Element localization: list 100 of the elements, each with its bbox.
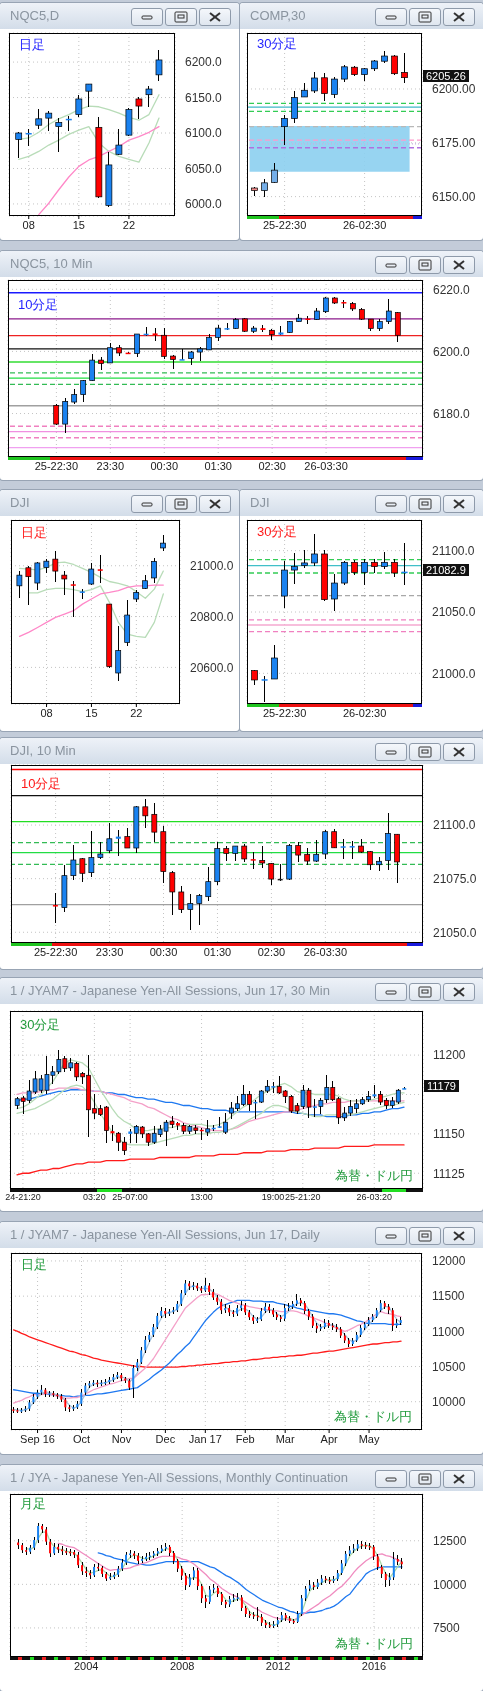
candlestick bbox=[15, 131, 23, 159]
x-tick-label: 08 bbox=[22, 218, 35, 231]
x-tick-label: 2016 bbox=[361, 1659, 387, 1672]
line-series bbox=[18, 117, 160, 163]
candlestick bbox=[187, 893, 194, 931]
x-tick-label: 22 bbox=[122, 218, 136, 231]
candlestick bbox=[295, 841, 302, 863]
x-tick-label: 2012 bbox=[265, 1659, 291, 1672]
candlestick bbox=[34, 561, 41, 591]
candlestick bbox=[52, 550, 59, 583]
candlestick bbox=[391, 54, 398, 76]
candlestick bbox=[16, 570, 23, 599]
annotation: 月足 bbox=[20, 1496, 46, 1512]
candlestick bbox=[281, 114, 288, 146]
candlestick bbox=[75, 94, 83, 118]
x-tick-label: Mar bbox=[275, 1432, 295, 1445]
y-tick-label: 6180.0 bbox=[433, 406, 471, 421]
candlestick bbox=[259, 845, 266, 869]
y-tick-label: 21050.0 bbox=[433, 925, 477, 940]
candlestick bbox=[361, 558, 368, 586]
y-tick-label: 6175.00 bbox=[432, 136, 476, 151]
x-tick-label: Sep 16 bbox=[20, 1432, 55, 1445]
y-tick-label: 6220.0 bbox=[433, 282, 471, 297]
candlestick bbox=[179, 348, 185, 361]
x-tick-label: 01:30 bbox=[203, 945, 232, 958]
candlestick bbox=[169, 870, 176, 916]
annotation: 為替・ドル円 bbox=[334, 1409, 412, 1425]
x-tick-label: 13:00 bbox=[190, 1192, 213, 1203]
x-tick-label: 03:20 bbox=[83, 1192, 106, 1203]
x-tick-label: Dec bbox=[155, 1432, 176, 1445]
y-tick-label: 6200.0 bbox=[185, 55, 223, 70]
y-tick-label: 6200.0 bbox=[433, 344, 471, 359]
x-tick-label: 23:30 bbox=[95, 945, 124, 958]
candlestick bbox=[35, 108, 43, 130]
y-tick-label: 6100.0 bbox=[185, 126, 223, 141]
candlestick bbox=[401, 52, 408, 84]
x-tick-label: Jan 17 bbox=[188, 1432, 222, 1445]
y-tick-label: 11200 bbox=[433, 1048, 466, 1063]
x-tick-label: 00:30 bbox=[149, 945, 178, 958]
y-tick-label: 6150.00 bbox=[432, 189, 476, 204]
candlestick bbox=[142, 798, 149, 829]
candlestick bbox=[55, 117, 63, 153]
candlestick bbox=[124, 827, 131, 849]
x-tick-label: 02:30 bbox=[257, 945, 286, 958]
x-tick-label: 2004 bbox=[74, 1659, 99, 1672]
x-tick-label: 26-03:20 bbox=[356, 1192, 393, 1203]
candlestick bbox=[394, 311, 401, 343]
x-tick-label: 00:30 bbox=[150, 459, 179, 472]
chart-title: 1 / JYA - Japanese Yen-All Sessions, Monthly Continuation bbox=[10, 1470, 348, 1485]
candlestick bbox=[331, 76, 338, 99]
y-tick-label: 11125 bbox=[433, 1166, 465, 1181]
x-tick-label: Apr bbox=[320, 1432, 339, 1445]
x-tick-label: 02:30 bbox=[258, 459, 286, 472]
annotation: 10分足 bbox=[21, 776, 62, 792]
candlestick bbox=[79, 857, 86, 883]
candlestick bbox=[200, 1583, 203, 1604]
candlestick bbox=[107, 342, 113, 364]
candlestick bbox=[80, 379, 87, 403]
annotation: 日足 bbox=[21, 525, 47, 541]
y-tick-label: 7500 bbox=[433, 1621, 461, 1636]
y-tick-label: 21050.0 bbox=[432, 605, 476, 620]
y-tick-label: 12000 bbox=[432, 1254, 466, 1269]
candlestick bbox=[155, 49, 163, 82]
candlestick bbox=[62, 397, 69, 434]
chart-title: DJI bbox=[250, 495, 270, 510]
x-tick-label: 22 bbox=[130, 706, 143, 719]
y-tick-label: 10500 bbox=[432, 1359, 466, 1374]
annotation: 日足 bbox=[21, 1257, 47, 1273]
candlestick bbox=[261, 675, 268, 703]
y-tick-label: 6000.0 bbox=[185, 197, 223, 212]
candlestick bbox=[311, 71, 318, 94]
candlestick bbox=[61, 570, 68, 596]
y-tick-label: 11000 bbox=[432, 1324, 465, 1339]
candlestick bbox=[341, 560, 348, 586]
candlestick bbox=[291, 90, 298, 124]
x-tick-label: 23:30 bbox=[96, 459, 125, 472]
x-tick-label: 25-22:30 bbox=[262, 218, 307, 231]
candlestick bbox=[134, 333, 140, 358]
candlestick bbox=[271, 644, 278, 680]
x-tick-label: 08 bbox=[40, 706, 53, 719]
y-tick-label: 6200.00 bbox=[432, 82, 476, 97]
x-tick-label: 25-22:30 bbox=[262, 706, 307, 719]
y-tick-label: 12500 bbox=[433, 1534, 467, 1549]
annotation: 30分足 bbox=[20, 1017, 61, 1033]
candlestick bbox=[70, 844, 77, 881]
x-tick-label: 01:30 bbox=[204, 459, 232, 472]
candlestick bbox=[178, 885, 185, 914]
candlestick bbox=[151, 802, 158, 843]
candlestick bbox=[196, 893, 203, 926]
text: 6205.26 bbox=[423, 69, 469, 82]
x-tick-label: 2008 bbox=[169, 1659, 195, 1672]
x-tick-label: 26-03:30 bbox=[304, 459, 348, 472]
x-tick-label: 25-21:20 bbox=[285, 1192, 321, 1203]
y-tick-label: 6050.0 bbox=[185, 161, 223, 176]
y-tick-label: 21075.0 bbox=[433, 871, 477, 886]
candlestick bbox=[291, 552, 298, 585]
candlestick bbox=[89, 353, 96, 382]
candlestick bbox=[391, 1307, 394, 1332]
candlestick bbox=[196, 1567, 199, 1591]
candlestick bbox=[205, 866, 212, 902]
